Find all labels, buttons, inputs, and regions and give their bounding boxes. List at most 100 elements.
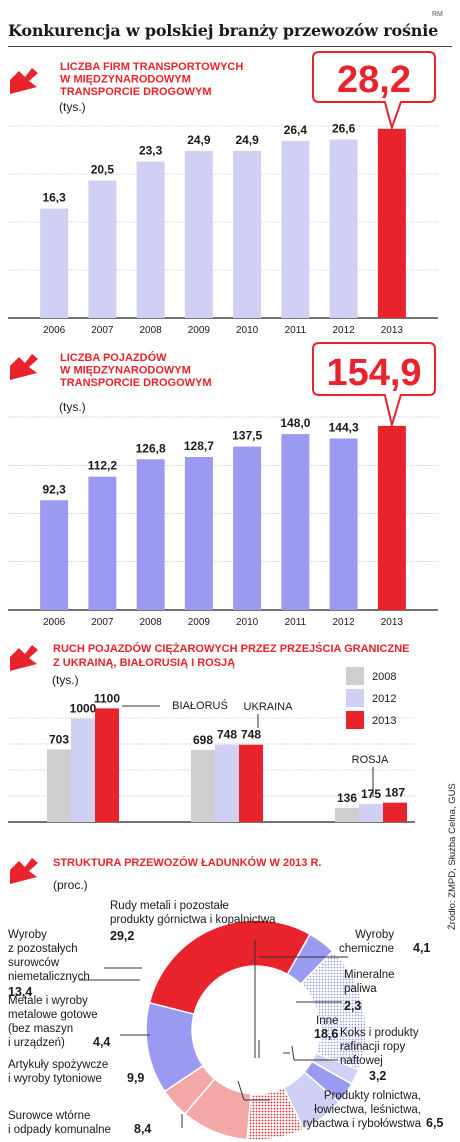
donut-slice-label: Produkty rolnictwa, bbox=[324, 1090, 421, 1102]
donut-slice-label: rybactwa i rybołówstwa bbox=[303, 1118, 422, 1130]
donut-slice-value: 9,9 bbox=[127, 1071, 144, 1085]
vehicles-chart-bar bbox=[329, 438, 358, 610]
donut-slice-label: surowców bbox=[8, 957, 60, 969]
donut-slice-value: 4,4 bbox=[93, 1035, 110, 1049]
donut-slice-label: produkty górnictwa i kopalnictwa bbox=[110, 914, 276, 926]
firms-chart-data-label: 20,5 bbox=[91, 162, 115, 176]
donut-slice-label: i urządzeń) bbox=[8, 1037, 65, 1049]
page-title: Konkurencja w polskiej branży przewozów … bbox=[8, 21, 439, 40]
firms-chart-title: W MIĘDZYNARODOWYM bbox=[60, 74, 191, 86]
firms-chart-data-label: 23,3 bbox=[139, 144, 163, 158]
donut-leader-line bbox=[237, 1080, 245, 1101]
firms-chart-tick-label: 2009 bbox=[188, 325, 211, 336]
border-chart-title: Z UKRAINĄ, BIAŁORUSIĄ I ROSJĄ bbox=[53, 657, 235, 669]
donut-slice-label: paliwa bbox=[344, 983, 377, 995]
border-chart-legend-swatch bbox=[346, 689, 364, 707]
firms-chart-arrow-icon bbox=[10, 68, 38, 94]
donut-slice bbox=[145, 1001, 204, 1093]
vehicles-chart-data-label: 128,7 bbox=[184, 439, 214, 453]
border-chart-data-label: 136 bbox=[337, 791, 357, 805]
donut-slice-label: (bez maszyn bbox=[8, 1023, 73, 1035]
firms-chart-data-label: 24,9 bbox=[235, 133, 259, 147]
border-chart-data-label: 187 bbox=[385, 786, 405, 800]
vehicles-chart-data-label: 112,2 bbox=[88, 459, 118, 473]
donut-slice-label: rafinacji ropy bbox=[340, 1041, 405, 1053]
header-badge: RM bbox=[432, 11, 443, 18]
border-chart-data-label: 748 bbox=[241, 728, 261, 742]
donut-slice-label: metalowe gotowe bbox=[8, 1009, 98, 1021]
vehicles-chart-bar bbox=[88, 476, 117, 610]
vehicles-chart-bar bbox=[281, 434, 310, 610]
border-chart-bar bbox=[359, 803, 383, 822]
donut-slice-value: 13,4 bbox=[8, 985, 32, 999]
border-chart-legend-label: 2008 bbox=[372, 671, 396, 683]
donut-slice-value: 6,5 bbox=[426, 1116, 443, 1130]
firms-chart-bar bbox=[233, 150, 262, 318]
border-chart-arrow-icon bbox=[10, 645, 38, 671]
border-chart-bar bbox=[95, 708, 119, 822]
donut-slice-value: 4,1 bbox=[413, 941, 430, 955]
structure-chart-title: STRUKTURA PRZEWOZÓW ŁADUNKÓW W 2013 R. bbox=[53, 856, 321, 869]
donut-slice-label: z pozostałych bbox=[8, 943, 78, 955]
border-chart-unit: (tys.) bbox=[52, 673, 79, 687]
firms-chart-tick-label: 2012 bbox=[333, 325, 356, 336]
border-chart-bar bbox=[335, 807, 359, 822]
donut-slice-label: Mineralne bbox=[344, 969, 395, 981]
firms-chart-tick-label: 2008 bbox=[140, 325, 163, 336]
vehicles-chart-data-label: 126,8 bbox=[136, 441, 166, 455]
firms-chart-bar bbox=[329, 139, 358, 318]
vehicles-chart-bar bbox=[40, 500, 69, 610]
vehicles-chart-tick-label: 2012 bbox=[333, 617, 356, 628]
title-rule bbox=[8, 46, 452, 47]
firms-chart-unit: (tys.) bbox=[59, 100, 86, 114]
border-chart-category-label: ROSJA bbox=[352, 754, 389, 766]
donut-slice-label: Metale i wyroby bbox=[8, 995, 88, 1007]
donut-slice-label: niemetalicznych bbox=[8, 971, 90, 983]
firms-chart-bar bbox=[184, 150, 213, 318]
vehicles-chart-title: TRANSPORCIE DROGOWYM bbox=[60, 377, 212, 389]
border-chart-category-label: UKRAINA bbox=[244, 701, 294, 713]
vehicles-chart-title: W MIĘDZYNARODOWYM bbox=[60, 365, 191, 377]
border-chart-bar bbox=[383, 802, 407, 822]
vehicles-chart-tick-label: 2011 bbox=[285, 617, 307, 628]
border-chart-data-label: 1100 bbox=[94, 691, 120, 705]
vehicles-chart-bar bbox=[184, 457, 213, 610]
firms-chart-tick-label: 2011 bbox=[285, 325, 307, 336]
vehicles-chart-bar bbox=[136, 459, 165, 610]
donut-slice-label: Surowce wtórne bbox=[8, 1110, 90, 1122]
vehicles-chart-arrow-icon bbox=[10, 354, 38, 380]
firms-chart-bar bbox=[88, 180, 117, 318]
vehicles-chart-tick-label: 2010 bbox=[236, 617, 259, 628]
donut-slice-label: Wyroby bbox=[8, 929, 47, 941]
border-chart-data-label: 703 bbox=[49, 732, 69, 746]
vehicles-chart-bar bbox=[377, 425, 406, 610]
source-note: Źródło: ZMPD, Służba Celna, GUS bbox=[447, 783, 458, 930]
border-chart-bar bbox=[191, 749, 215, 822]
firms-chart-title: TRANSPORCIE DROGOWYM bbox=[60, 86, 212, 98]
vehicles-chart-data-label: 144,3 bbox=[329, 420, 359, 434]
donut-slice bbox=[148, 919, 312, 1016]
border-chart-bar bbox=[215, 744, 239, 822]
vehicles-chart-tick-label: 2008 bbox=[140, 617, 163, 628]
border-chart-legend-swatch bbox=[346, 667, 364, 685]
donut-slice-label: naftowej bbox=[340, 1055, 383, 1067]
firms-chart-data-label: 24,9 bbox=[187, 133, 211, 147]
border-chart-bar bbox=[239, 744, 263, 822]
donut-slice-value: 2,3 bbox=[344, 999, 361, 1013]
border-chart-title: RUCH POJAZDÓW CIĘŻAROWYCH PRZEZ PRZEJŚCI… bbox=[53, 642, 410, 655]
structure-chart-unit: (proc.) bbox=[53, 878, 88, 892]
vehicles-chart-data-label: 137,5 bbox=[232, 429, 262, 443]
vehicles-chart-tick-label: 2013 bbox=[381, 617, 404, 628]
donut-slice-label: i wyroby tytoniowe bbox=[8, 1073, 102, 1085]
firms-chart-bar bbox=[136, 161, 165, 318]
vehicles-chart-data-label: 148,0 bbox=[280, 416, 310, 430]
border-chart-legend-label: 2012 bbox=[372, 693, 396, 705]
vehicles-chart-data-label: 92,3 bbox=[42, 482, 66, 496]
firms-chart-callout-box bbox=[312, 51, 436, 132]
vehicles-chart-unit: (tys.) bbox=[59, 400, 86, 414]
donut-slice-value: 8,4 bbox=[134, 1122, 151, 1136]
border-chart-bar bbox=[71, 718, 95, 822]
donut-slice-label: Rudy metali i pozostałe bbox=[110, 900, 229, 912]
border-chart-bar bbox=[47, 749, 71, 822]
